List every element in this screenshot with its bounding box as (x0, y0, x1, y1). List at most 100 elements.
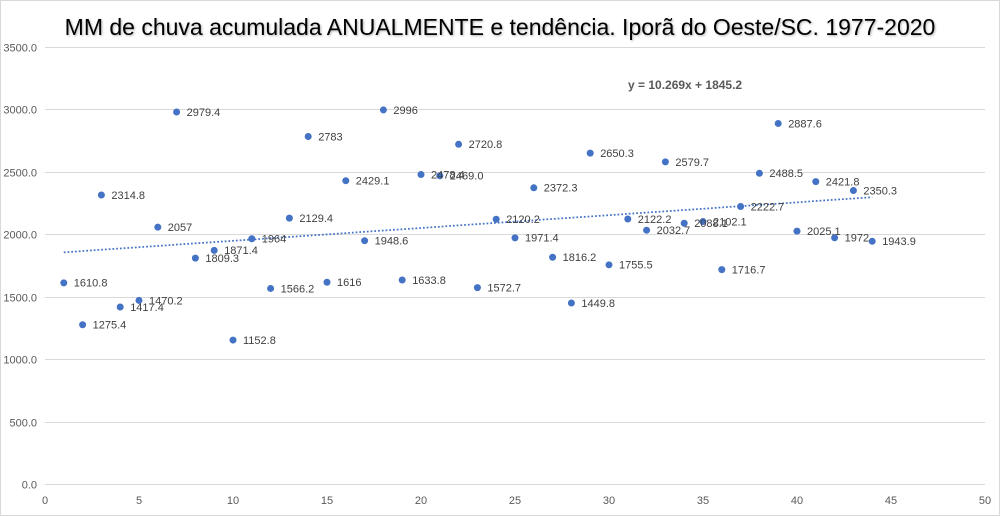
data-point (417, 171, 425, 179)
data-point (116, 303, 124, 311)
data-point (436, 172, 444, 180)
data-label: 2222.7 (751, 201, 785, 213)
data-label: 1610.8 (74, 278, 108, 290)
data-point (831, 234, 839, 242)
data-point (135, 296, 143, 304)
data-label: 1572.7 (487, 282, 521, 294)
data-point (793, 227, 801, 235)
data-label: 1816.2 (563, 252, 597, 264)
data-point (473, 284, 481, 292)
data-point (530, 184, 538, 192)
data-point (605, 261, 613, 269)
data-point (285, 214, 293, 222)
data-label: 2025.1 (807, 226, 841, 238)
data-point (210, 246, 218, 254)
data-label: 1971.4 (525, 233, 559, 245)
data-label: 2032.7 (657, 225, 691, 237)
data-label: 1616 (337, 277, 361, 289)
data-label: 1633.8 (412, 275, 446, 287)
trendline-equation: y = 10.269x + 1845.2 (628, 78, 743, 92)
data-point (304, 133, 312, 141)
data-label: 2314.8 (111, 190, 145, 202)
data-point (60, 279, 68, 287)
data-point (267, 284, 275, 292)
data-point (849, 187, 857, 195)
data-point (361, 237, 369, 245)
y-tick-label: 1500.0 (3, 292, 37, 304)
data-point (511, 234, 519, 242)
data-points (60, 106, 876, 344)
data-label: 1152.8 (243, 335, 276, 347)
data-label: 2469.0 (450, 171, 484, 183)
data-point (492, 215, 500, 223)
data-label: 1964 (262, 234, 286, 246)
data-point (549, 253, 557, 261)
data-point (97, 191, 105, 199)
x-tick-label: 5 (136, 495, 142, 507)
x-tick-label: 25 (509, 495, 521, 507)
data-label: 2783 (318, 131, 342, 143)
x-tick-label: 10 (227, 495, 239, 507)
data-label: 1809.3 (205, 253, 239, 265)
data-label: 2579.7 (675, 157, 709, 169)
x-tick-label: 35 (697, 495, 709, 507)
data-label: 1972 (845, 233, 869, 245)
data-point (737, 202, 745, 210)
y-tick-label: 500.0 (9, 417, 37, 429)
data-point (342, 177, 350, 185)
data-label: 1948.6 (375, 236, 409, 248)
x-tick-label: 30 (603, 495, 615, 507)
data-label: 2372.3 (544, 183, 578, 195)
data-label: 1943.9 (882, 236, 916, 248)
data-label: 2057 (168, 222, 192, 234)
data-point (79, 321, 87, 329)
data-label: 2720.8 (469, 139, 503, 151)
axis-tick-labels: 0.0 500.0 1000.0 1500.0 2000.0 2500.0 3000.0 35… (3, 42, 991, 507)
data-point (154, 223, 162, 231)
data-label: 1755.5 (619, 260, 653, 272)
data-label: 2887.6 (788, 118, 822, 130)
data-point (755, 169, 763, 177)
data-point (229, 336, 237, 344)
data-point (812, 178, 820, 186)
data-point (191, 254, 199, 262)
data-label: 1449.8 (581, 298, 615, 310)
data-label: 2102.1 (713, 216, 747, 228)
data-point (718, 266, 726, 274)
data-point (379, 106, 387, 114)
data-label: 2129.4 (299, 213, 333, 225)
data-label: 2421.8 (826, 176, 860, 188)
x-tick-label: 50 (979, 495, 991, 507)
data-label: 1470.2 (149, 295, 183, 307)
data-point (248, 235, 256, 243)
data-label: 1275.4 (93, 320, 127, 332)
x-tick-label: 40 (791, 495, 803, 507)
data-point (455, 140, 463, 148)
x-tick-label: 0 (42, 495, 48, 507)
data-label: 2996 (393, 105, 417, 117)
data-point (398, 276, 406, 284)
y-tick-label: 2500.0 (3, 167, 37, 179)
data-point (173, 108, 181, 116)
data-point (624, 215, 632, 223)
y-tick-label: 0.0 (22, 479, 37, 491)
y-tick-label: 2000.0 (3, 229, 37, 241)
data-point (586, 149, 594, 157)
data-label: 1566.2 (281, 283, 315, 295)
data-point (323, 278, 331, 286)
data-point (643, 226, 651, 234)
data-label: 2088.1 (694, 218, 728, 230)
data-label: 2650.3 (600, 148, 634, 160)
y-tick-label: 3000.0 (3, 104, 37, 116)
data-label: 2122.2 (638, 214, 672, 226)
data-point (699, 218, 707, 226)
chart-title: MM de chuva acumulada ANUALMENTE e tendê… (64, 14, 936, 40)
data-point (774, 119, 782, 127)
data-point (680, 219, 688, 227)
y-tick-label: 1000.0 (3, 354, 37, 366)
data-label: 1417.4 (130, 302, 164, 314)
